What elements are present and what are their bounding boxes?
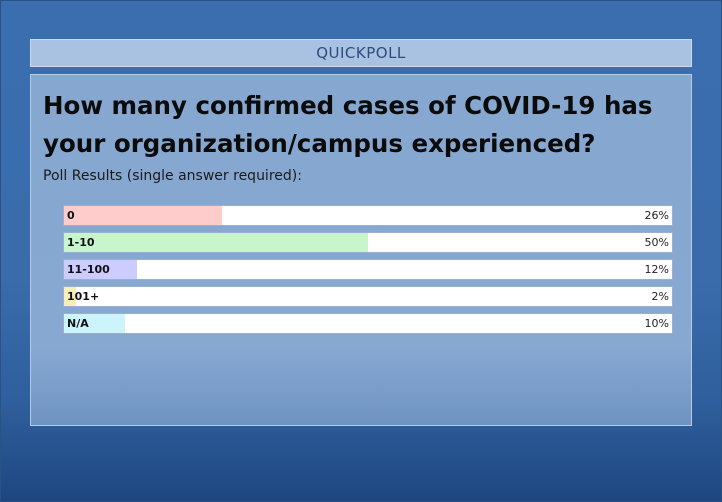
result-option-label: 1-10 <box>67 236 95 249</box>
result-option-label: 101+ <box>67 290 100 303</box>
result-percent: 2% <box>651 290 669 303</box>
poll-panel: How many confirmed cases of COVID-19 has… <box>30 74 692 426</box>
quickpoll-title-bar: QUICKPOLL <box>30 39 692 67</box>
result-bar-fill <box>64 206 223 225</box>
result-bar-fill <box>64 260 137 279</box>
result-option-label: N/A <box>67 317 89 330</box>
result-percent: 10% <box>644 317 669 330</box>
quickpoll-title: QUICKPOLL <box>316 44 406 62</box>
poll-result-row: 1-10 50% <box>63 232 673 253</box>
result-option-label: 0 <box>67 209 75 222</box>
poll-result-row: 11-100 12% <box>63 259 673 280</box>
result-percent: 50% <box>644 236 669 249</box>
result-option-label: 11-100 <box>67 263 110 276</box>
result-percent: 12% <box>644 263 669 276</box>
result-percent: 26% <box>644 209 669 222</box>
poll-question: How many confirmed cases of COVID-19 has… <box>43 91 653 158</box>
result-bar-fill <box>64 287 77 306</box>
poll-result-row: 0 26% <box>63 205 673 226</box>
result-bar-fill <box>64 233 368 252</box>
poll-result-row: N/A 10% <box>63 313 673 334</box>
poll-result-row: 101+ 2% <box>63 286 673 307</box>
poll-results-subtitle: Poll Results (single answer required): <box>43 168 302 184</box>
poll-results-list: 0 26% 1-10 50% 11-100 12% 101+ 2% N/A 10… <box>63 205 673 340</box>
result-bar-fill <box>64 314 125 333</box>
